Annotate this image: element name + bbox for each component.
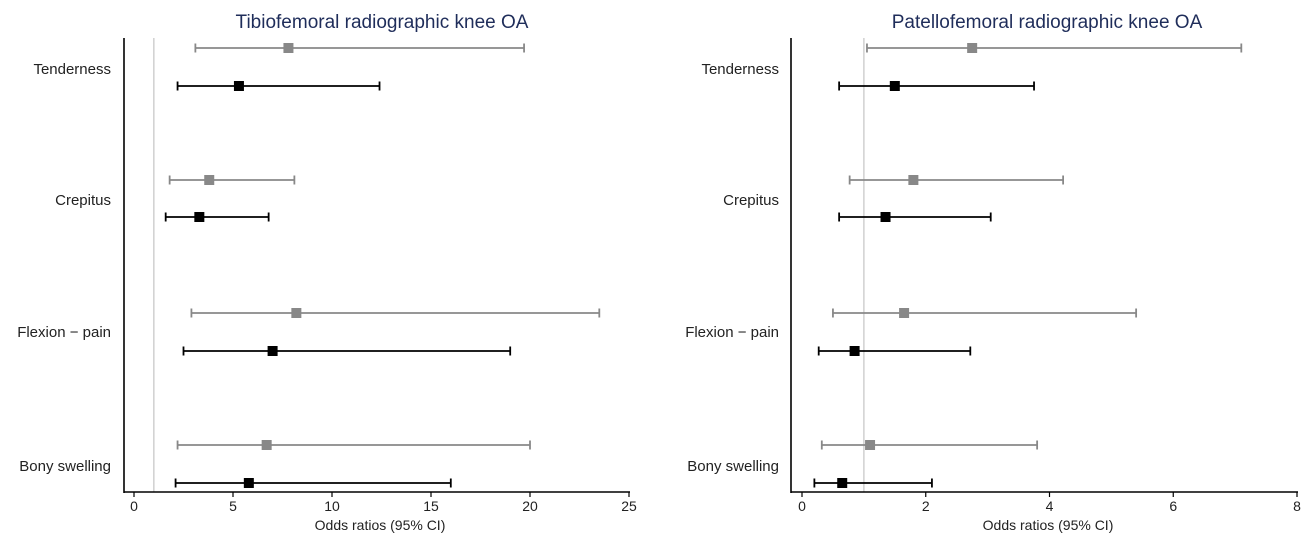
panel-1-odds-ratio-point [194,212,205,222]
panel-2-x-tick-label: 4 [1046,498,1054,514]
panel-2-category-label: Crepitus [723,192,779,209]
panel-1-odds-ratio-point [261,440,272,450]
panel-2-odds-ratio-point [849,346,860,356]
panel-2-x-axis-label: Odds ratios (95% CI) [983,517,1114,533]
panel-1-title: Tibiofemoral radiographic knee OA [236,12,529,33]
panel-1-category-label: Crepitus [55,192,111,209]
panel-1-odds-ratio-point [233,81,244,91]
panel-2-odds-ratio-point [865,440,876,450]
panel-2-odds-ratio-point [837,478,848,488]
panel-1-x-tick-label: 10 [324,498,340,514]
panel-1-x-tick-label: 25 [621,498,637,514]
panel-2-odds-ratio-point [899,308,910,318]
panel-2-category-label: Flexion − pain [685,324,779,341]
panel-2-x-tick-label: 6 [1169,498,1177,514]
panel-1-odds-ratio-point [267,346,278,356]
panel-2-x-tick-label: 8 [1293,498,1301,514]
panel-1-x-tick-label: 20 [522,498,538,514]
panel-1-odds-ratio-point [291,308,302,318]
panel-2-odds-ratio-point [889,81,900,91]
panel-2-category-label: Tenderness [701,61,779,78]
panel-1-x-tick-label: 15 [423,498,439,514]
panel-2-odds-ratio-point [880,212,891,222]
panel-1-category-label: Tenderness [33,61,111,78]
panel-2-x-tick-label: 0 [798,498,806,514]
panel-1-category-label: Flexion − pain [17,324,111,341]
panel-1-odds-ratio-point [283,43,294,53]
panel-2-x-tick-label: 2 [922,498,930,514]
panel-2-title: Patellofemoral radiographic knee OA [892,12,1203,33]
panel-2-odds-ratio-point [967,43,978,53]
panel-1-x-tick-label: 5 [229,498,237,514]
panel-2-odds-ratio-point [908,175,919,185]
panel-1-x-tick-label: 0 [130,498,138,514]
panel-1-category-label: Bony swelling [19,458,111,475]
panel-2-category-label: Bony swelling [687,458,779,475]
panel-1-odds-ratio-point [243,478,254,488]
panel-1-x-axis-label: Odds ratios (95% CI) [315,517,446,533]
panel-1-odds-ratio-point [204,175,215,185]
